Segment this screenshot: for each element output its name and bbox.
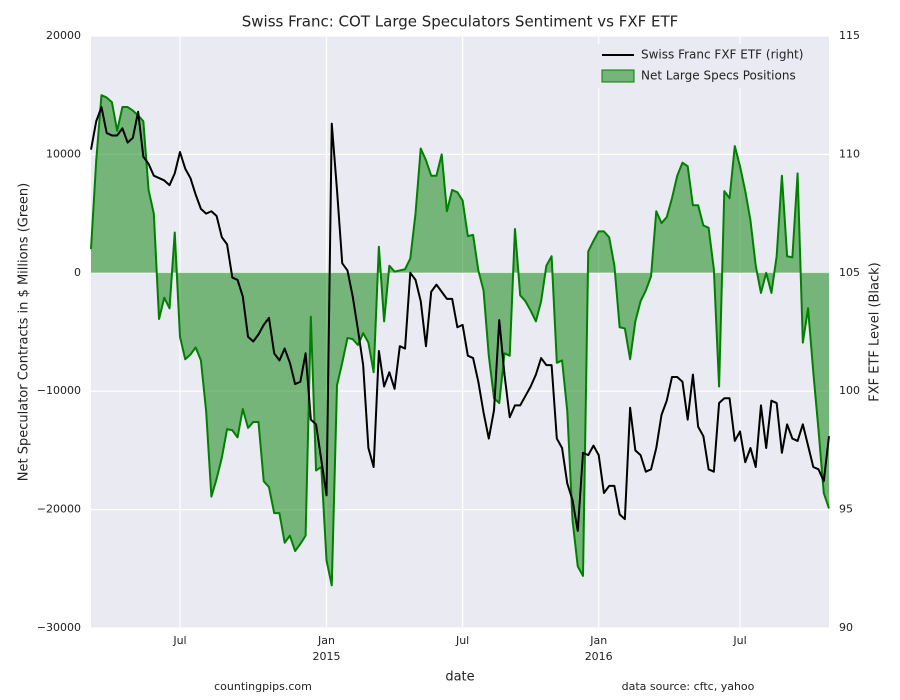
y-tick-label: 10000	[46, 147, 81, 160]
x-tick-label: Jul	[732, 634, 746, 647]
note: data source: cftc, yahoo	[622, 680, 755, 693]
chart-title: Swiss Franc: COT Large Speculators Senti…	[242, 13, 679, 31]
y-tick-label: 0	[74, 266, 81, 279]
legend-label: Net Large Specs Positions	[641, 69, 796, 83]
legend-label: Swiss Franc FXF ETF (right)	[641, 48, 803, 62]
y2-tick-label: 90	[839, 621, 853, 634]
y-tick-label: 20000	[46, 29, 81, 42]
y-tick-label: −30000	[37, 621, 81, 634]
area	[91, 95, 829, 586]
y-tick-label: −10000	[37, 384, 81, 397]
y-tick-label: −20000	[37, 503, 81, 516]
y2-tick-label: 100	[839, 384, 860, 397]
x-tick-label: Jul	[172, 634, 186, 647]
y2-tick-label: 115	[839, 29, 860, 42]
y2-tick-label: 95	[839, 503, 853, 516]
x-tick-label: Jan 2016	[585, 634, 613, 663]
line	[90, 106, 830, 532]
x-tick-label: Jan 2015	[313, 634, 341, 663]
plot-layer: −30000 −20000 −10000 0 10000 20000 90 95 100 105 1…	[37, 29, 860, 663]
legend-swatch	[601, 69, 635, 83]
note: countingpips.com	[214, 680, 312, 693]
x-axis-label: date	[445, 670, 474, 685]
x-tick-label: Jul	[455, 634, 469, 647]
y2-tick-label: 105	[839, 266, 860, 279]
y2-axis-label: FXF ETF Level (Black)	[868, 262, 883, 402]
y-axis-label: Net Speculator Contracts in $ Millions (…	[17, 183, 32, 481]
y2-tick-label: 110	[839, 147, 860, 160]
line	[90, 94, 830, 587]
